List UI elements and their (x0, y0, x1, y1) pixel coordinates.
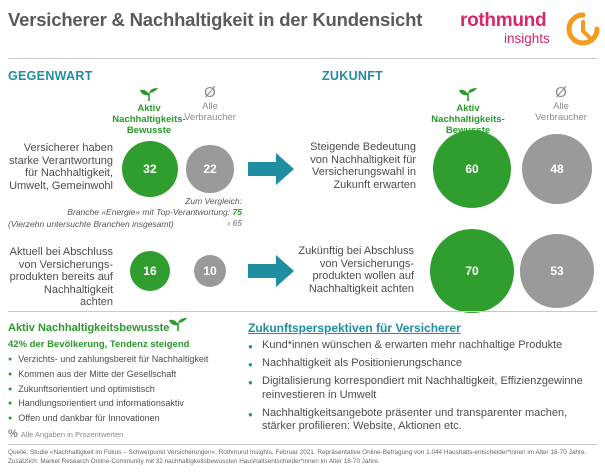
profile-subtitle: 42% der Bevölkerung, Tendenz steigend (8, 339, 190, 350)
percent-note: % Alle Angaben in Prozentwerten (8, 428, 123, 440)
empty-set-icon: Ø (555, 84, 567, 101)
row-label-verantwortung: Versicherer haben starke Verantwortung f… (9, 142, 113, 192)
legend-aktiv-label: Aktiv Nachhaltigkeits-Bewusste (112, 103, 186, 136)
logo-brand: rothmund (460, 10, 547, 31)
logo-sub: insights (504, 31, 550, 46)
sprout-leaf-icon (140, 88, 158, 102)
sprout-leaf-icon (459, 88, 477, 102)
percent-icon: % (8, 428, 18, 440)
list-item: Handlungsorientiert und informationsakti… (8, 397, 208, 412)
compare-line2-prefix: Branche «Energie» mit Top-Verantwortung: (67, 207, 231, 217)
legend-aktiv-zukunft: Aktiv Nachhaltigkeits-Bewusste (428, 88, 508, 136)
footer-divider (8, 444, 597, 445)
bubble-gegenwart-aktuell-alle: 10 (194, 255, 226, 287)
compare-line1: Zum Vergleich: (185, 196, 242, 206)
sprout-leaf-icon (169, 318, 187, 332)
list-item: Nachhaltigkeit als Positionierungschance (248, 357, 598, 371)
arrow-right-icon (248, 153, 294, 185)
compare-separator: › (227, 218, 231, 228)
bubble-gegenwart-verantwortung-aktiv: 32 (121, 140, 179, 198)
list-item: Kund*innen wünschen & erwarten mehr nach… (248, 339, 598, 353)
compare-value-green: 75 (232, 207, 242, 217)
percent-note-text: Alle Angaben in Prozentwerten (20, 430, 124, 439)
perspectives-list: Kund*innen wünschen & erwarten mehr nach… (248, 339, 598, 438)
section-zukunft: ZUKUNFT (322, 69, 384, 83)
compare-line3: (Vierzehn untersuchte Branchen insgesamt… (8, 219, 174, 229)
header-divider (8, 58, 597, 59)
legend-alle-label: Alle Verbraucher (535, 101, 587, 123)
profile-list: Verzichts- und zahlungsbereit für Nachha… (8, 353, 208, 427)
list-item: Verzichts- und zahlungsbereit für Nachha… (8, 353, 208, 368)
row-label-zukuenftig: Zukünftig bei Abschluss von Versicherung… (298, 245, 414, 295)
compare-value-grey: 65 (232, 218, 242, 228)
page-title: Versicherer & Nachhaltigkeit in der Kund… (8, 9, 423, 30)
bubble-zukunft-bedeutung-alle: 48 (522, 134, 592, 204)
row-label-aktuell: Aktuell bei Abschluss von Versicherungs-… (9, 246, 113, 308)
bubble-zukunft-zukuenftig-aktiv: 70 (430, 229, 514, 313)
profile-title: Aktiv Nachhaltigkeitsbewusste (8, 322, 170, 334)
arrow-right-icon (248, 255, 294, 287)
list-item: Digitalisierung korrespondiert mit Nachh… (248, 375, 598, 402)
middle-divider (8, 311, 597, 312)
empty-set-icon: Ø (204, 84, 216, 101)
bubble-zukunft-bedeutung-aktiv: 60 (433, 130, 511, 208)
row-label-bedeutung: Steigende Bedeutung von Nachhaltigkeit f… (310, 141, 416, 191)
bubble-gegenwart-verantwortung-alle: 22 (186, 145, 234, 193)
list-item: Kommen aus der Mitte der Gesellschaft (8, 368, 208, 383)
source-note: Quelle: Studie «Nachhaltigkeit im Fokus … (8, 449, 587, 465)
compare-line2: Branche «Energie» mit Top-Verantwortung:… (66, 207, 242, 229)
perspectives-title: Zukunftsperspektiven für Versicherer (248, 321, 461, 335)
legend-alle-zukunft: Ø Alle Verbraucher (530, 84, 592, 123)
legend-alle-label: Alle Verbraucher (184, 101, 236, 123)
list-item: Zukunftsorientiert und optimistisch (8, 383, 208, 398)
list-item: Nachhaltigkeitsangebote präsenter und tr… (248, 407, 598, 434)
bubble-zukunft-zukuenftig-alle: 53 (520, 234, 594, 308)
list-item: Offen und dankbar für Innovationen (8, 412, 208, 427)
legend-alle-gegenwart: Ø Alle Verbraucher (182, 84, 238, 123)
section-gegenwart: GEGENWART (8, 69, 93, 83)
bubble-gegenwart-aktuell-aktiv: 16 (129, 250, 171, 292)
compare-note: Zum Vergleich: Branche «Energie» mit Top… (66, 196, 242, 229)
logo-mark-icon (566, 12, 600, 46)
legend-aktiv-gegenwart: Aktiv Nachhaltigkeits-Bewusste (112, 88, 186, 136)
rothmund-logo: rothmund insights (460, 10, 600, 50)
